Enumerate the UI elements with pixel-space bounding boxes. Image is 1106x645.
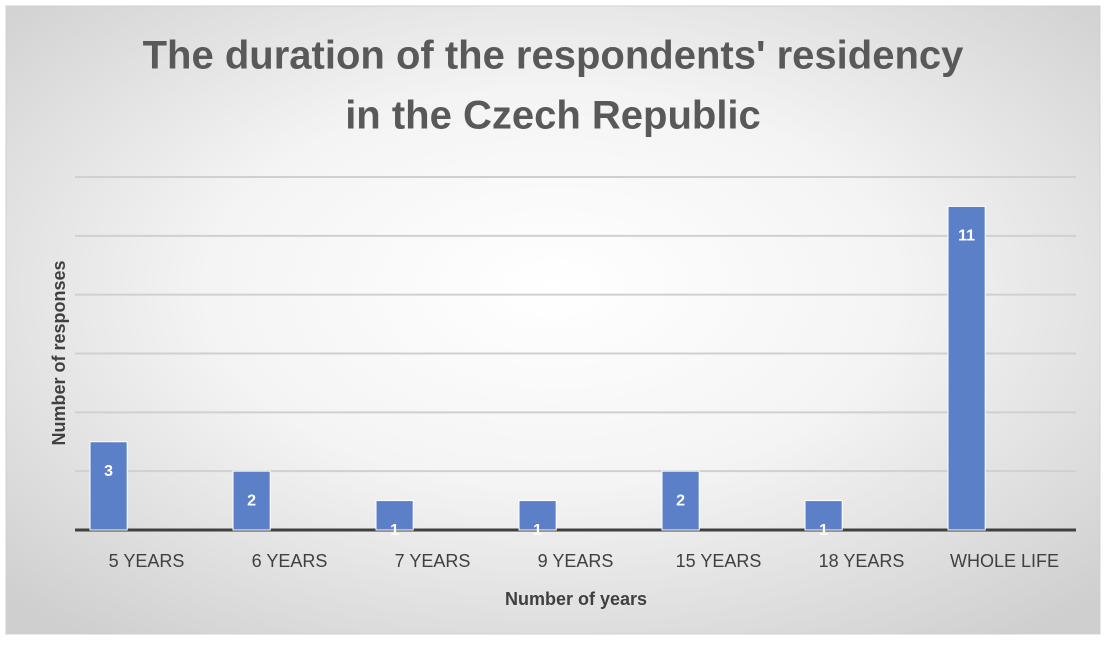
bar [661,470,700,531]
bar [804,500,843,531]
bar [947,205,986,531]
x-tick-label: 5 YEARS [109,551,185,571]
chart-title: in the Czech Republic [345,94,761,138]
x-tick-label: 15 YEARS [676,551,762,571]
bar [232,470,271,531]
data-label: 1 [819,522,828,539]
y-axis-label: Number of responses [49,260,69,445]
data-label: 1 [390,522,399,539]
x-tick-label: WHOLE LIFE [950,551,1059,571]
data-label: 3 [104,463,113,480]
x-tick-label: 7 YEARS [395,551,471,571]
data-label: 2 [676,492,685,509]
x-tick-label: 9 YEARS [538,551,614,571]
x-tick-label: 18 YEARS [819,551,905,571]
x-tick-label: 6 YEARS [252,551,328,571]
chart-title: The duration of the respondents' residen… [143,34,964,78]
data-label: 11 [958,228,975,245]
data-label: 1 [533,522,542,539]
bar [89,441,128,531]
bar [518,500,557,531]
x-axis-label: Number of years [505,589,647,609]
data-label: 2 [247,492,256,509]
bar [375,500,414,531]
